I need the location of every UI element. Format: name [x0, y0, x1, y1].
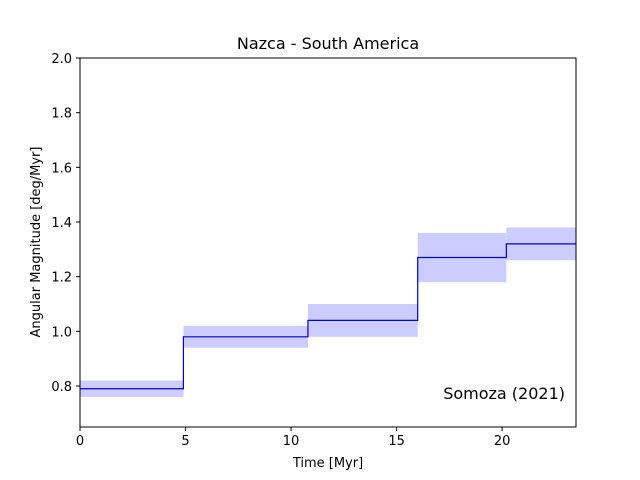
plot-frame	[79, 57, 577, 428]
x-axis-label: Time [Myr]	[292, 456, 363, 471]
y-tick-label: 0.8	[51, 380, 72, 395]
y-tick-label: 1.0	[51, 325, 72, 340]
series-step-line	[80, 243, 576, 390]
x-tick-label: 20	[494, 434, 511, 449]
x-tick-label: 10	[283, 434, 300, 449]
chart-title: Nazca - South America	[237, 34, 419, 53]
x-tick-label: 15	[388, 434, 405, 449]
y-tick-label: 1.8	[51, 107, 72, 122]
y-axis-label: Angular Magnitude [deg/Myr]	[29, 147, 44, 338]
axis-ticks: 0 5 10 15 20 0.8 1.0 1.2 1.4 1.6 1.8 2.0	[51, 52, 510, 449]
x-tick-label: 0	[76, 434, 84, 449]
y-tick-label: 1.4	[51, 216, 72, 231]
y-tick-label: 2.0	[51, 52, 72, 67]
y-tick-label: 1.2	[51, 271, 72, 286]
y-tick-label: 1.6	[51, 161, 72, 176]
source-annotation: Somoza (2021)	[443, 384, 565, 403]
x-tick-label: 5	[181, 434, 189, 449]
